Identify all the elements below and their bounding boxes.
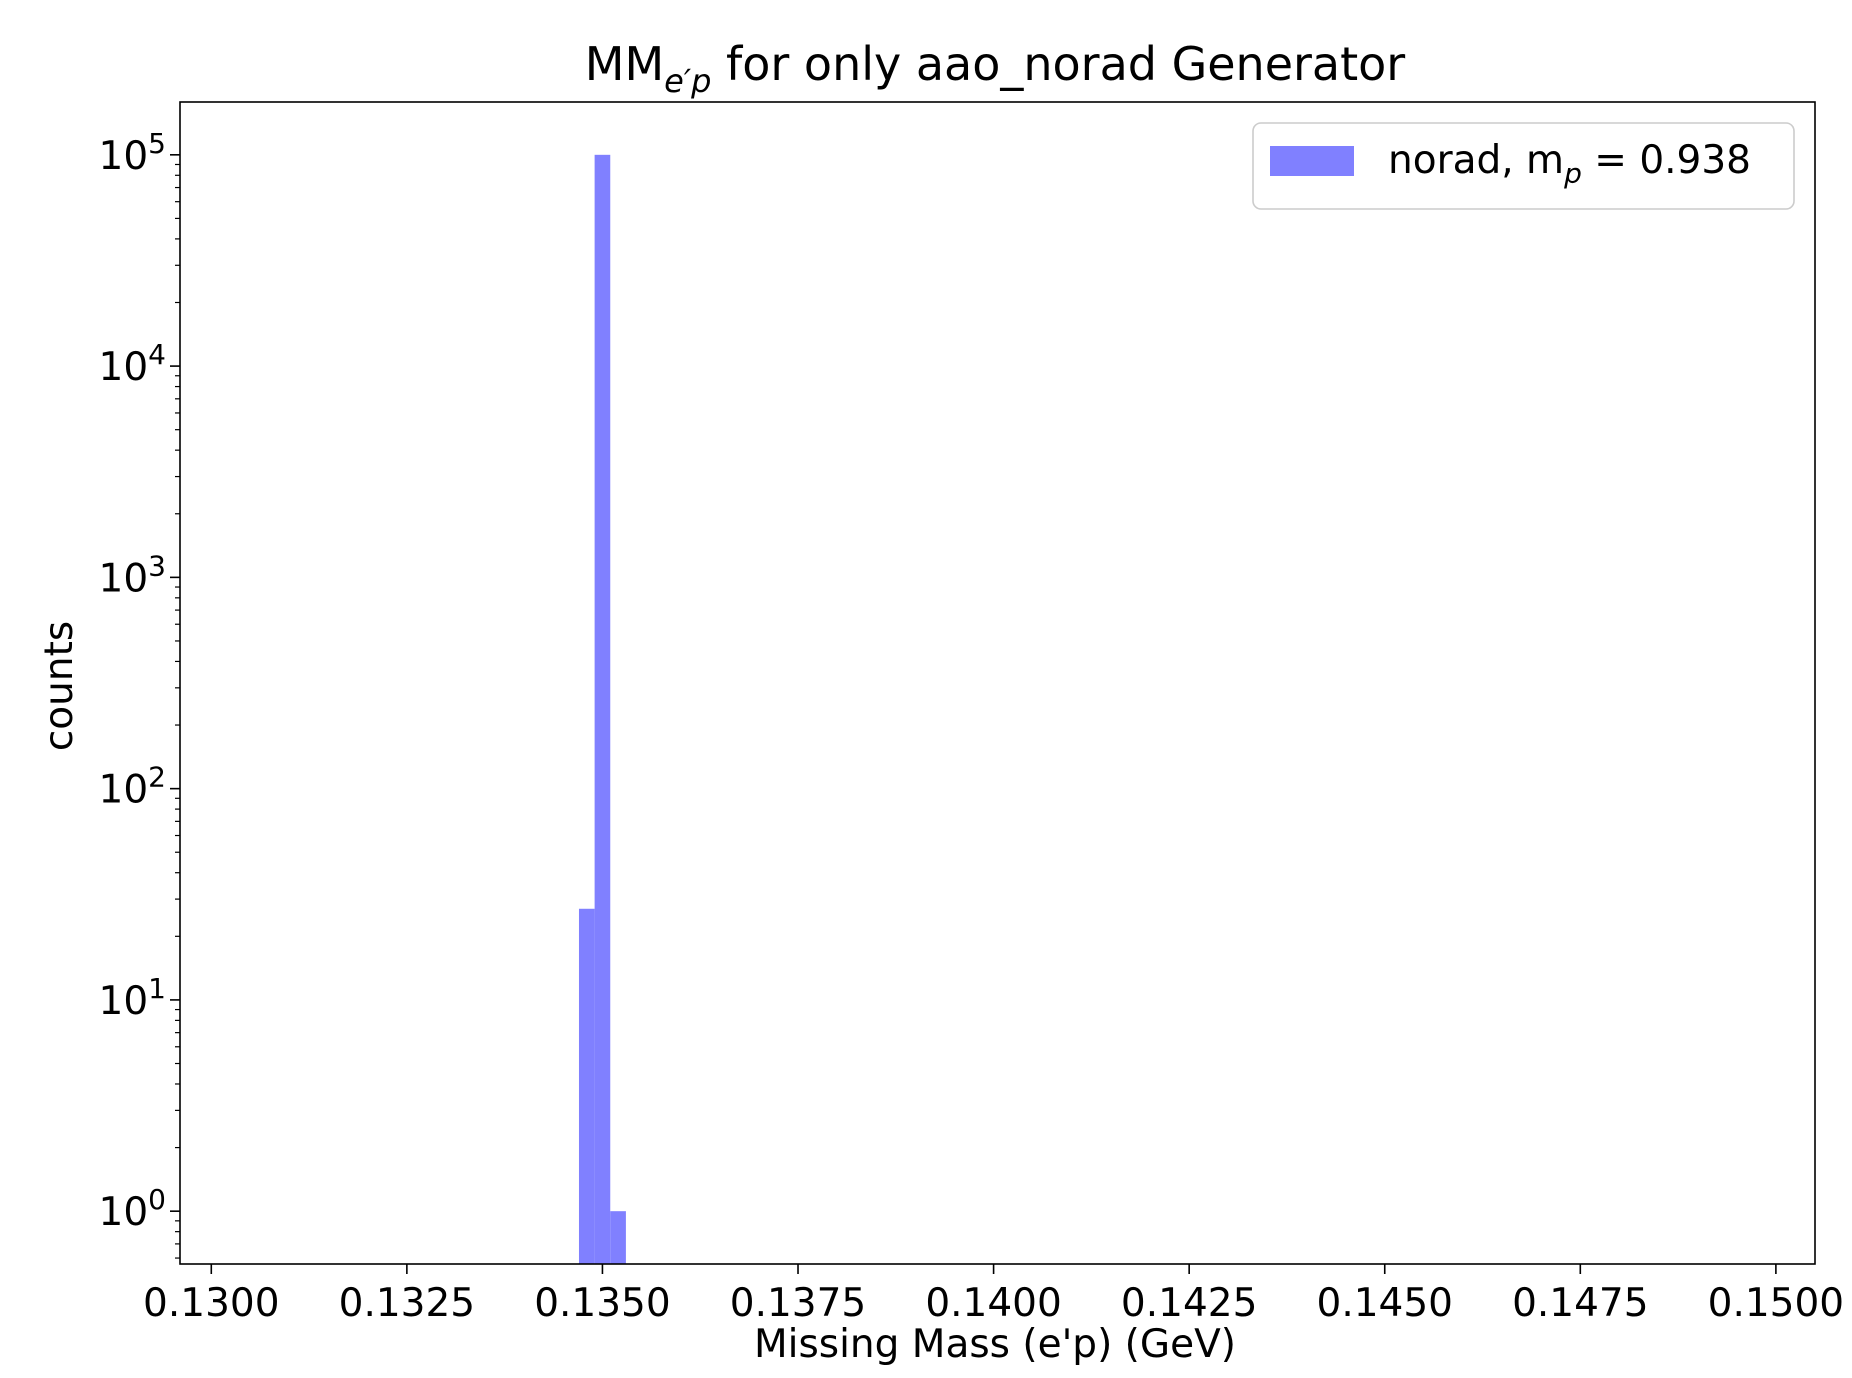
ticks-layer: 0.1300 0.1325 0.1350 0.1375 0.1400 0.1425 0.14… xyxy=(99,127,1845,1326)
y-tick-label-5: 105 xyxy=(99,127,166,179)
histogram-bar-0 xyxy=(578,908,595,1264)
y-axis-label: counts xyxy=(37,621,82,751)
legend-entry-subscript: p xyxy=(1563,157,1582,190)
legend-swatch-norad xyxy=(1270,146,1354,176)
legend-entry-suffix: = 0.938 xyxy=(1582,138,1751,183)
histogram-bar-2 xyxy=(610,1211,626,1264)
x-tick-label-8: 0.1500 xyxy=(1708,1281,1844,1326)
x-tick-label-5: 0.1425 xyxy=(1121,1281,1257,1326)
y-tick-label-3: 103 xyxy=(99,549,166,601)
x-tick-label-2: 0.1350 xyxy=(534,1281,670,1326)
x-tick-label-6: 0.1450 xyxy=(1317,1281,1453,1326)
legend-frame xyxy=(1252,122,1795,210)
x-axis-label: Missing Mass (e'p) (GeV) xyxy=(754,1322,1236,1367)
legend-entry-norad: norad, mp = 0.938 xyxy=(1388,138,1751,190)
y-tick-label-2: 102 xyxy=(99,761,166,813)
x-tick-label-4: 0.1400 xyxy=(925,1281,1061,1326)
histogram-bar-1 xyxy=(594,154,611,1265)
bars-layer xyxy=(578,154,626,1265)
y-tick-label-0: 100 xyxy=(99,1183,166,1235)
chart-title-main: MM xyxy=(585,37,664,91)
y-tick-label-4: 104 xyxy=(99,338,166,390)
x-tick-label-0: 0.1300 xyxy=(143,1281,279,1326)
chart-title-rest: for only aao_norad Generator xyxy=(711,37,1405,91)
x-tick-label-7: 0.1475 xyxy=(1512,1281,1648,1326)
legend: norad, mp = 0.938 xyxy=(1252,122,1795,210)
x-tick-label-3: 0.1375 xyxy=(730,1281,866,1326)
chart-title: MMe′p for only aao_norad Generator xyxy=(585,37,1405,100)
plot-frame xyxy=(179,101,1816,1265)
chart-title-subscript: e′p xyxy=(664,62,711,100)
x-tick-label-1: 0.1325 xyxy=(339,1281,475,1326)
legend-entry-prefix: norad, m xyxy=(1388,138,1564,183)
y-tick-label-1: 101 xyxy=(99,972,166,1024)
